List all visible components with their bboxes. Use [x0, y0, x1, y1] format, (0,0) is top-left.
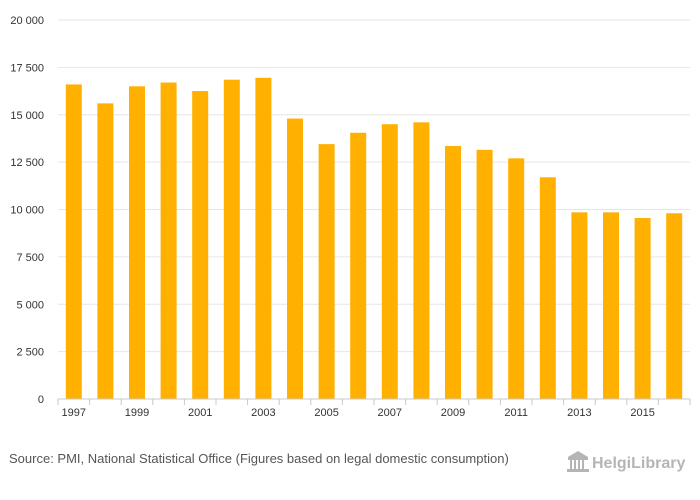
bar-2001 — [192, 91, 209, 399]
bar-2004 — [287, 118, 303, 399]
x-tick-label: 2013 — [567, 407, 591, 419]
building-icon — [567, 451, 589, 472]
helgilibrary-logo: HelgiLibrary — [567, 451, 685, 472]
bar-2002 — [223, 79, 240, 399]
y-tick-label: 7 500 — [16, 252, 44, 264]
x-tick-label: 2011 — [504, 407, 528, 419]
bar-2016 — [666, 213, 683, 399]
bars — [65, 77, 683, 400]
bar-1997 — [65, 84, 82, 400]
x-tick-label: 2003 — [251, 407, 275, 419]
bar-2014 — [603, 212, 619, 399]
source-note: Source: PMI, National Statistical Office… — [9, 451, 509, 466]
y-tick-label: 2 500 — [16, 347, 44, 359]
x-tick-label: 2001 — [188, 407, 212, 419]
bar-2008 — [413, 122, 430, 399]
bar-2009 — [445, 146, 461, 399]
x-axis: 1997 1999 2001 2003 2005 2007 2009 2011 2013 2015 — [57, 398, 691, 419]
x-tick-label: 2007 — [378, 407, 402, 419]
y-tick-label: 15 000 — [10, 110, 44, 122]
y-tick-label: 17 500 — [10, 62, 44, 74]
bar-2012 — [539, 177, 556, 399]
bar-2007 — [381, 124, 398, 399]
bar-2015 — [634, 218, 651, 399]
bar-2010 — [476, 149, 493, 399]
bar-2000 — [160, 82, 177, 399]
bar-2013 — [571, 212, 588, 399]
y-tick-label: 0 — [38, 394, 44, 406]
y-tick-label: 5 000 — [16, 299, 44, 311]
x-tick-label: 2005 — [314, 407, 338, 419]
y-tick-label: 10 000 — [10, 205, 44, 217]
x-tick-label: 2009 — [441, 407, 465, 419]
brand-name: HelgiLibrary — [592, 455, 685, 472]
x-tick-label: 2015 — [630, 407, 654, 419]
gridlines — [58, 19, 690, 353]
bar-2003 — [255, 77, 272, 400]
y-axis-labels: 0 2 500 5 000 7 500 10 000 12 500 15 000 17 500… — [10, 15, 44, 406]
bar-1999 — [129, 86, 145, 399]
bar-2005 — [318, 144, 335, 399]
x-tick-label: 1997 — [62, 407, 86, 419]
y-tick-label: 12 500 — [10, 157, 44, 169]
y-tick-label: 20 000 — [10, 15, 44, 27]
x-tick-label: 1999 — [125, 407, 149, 419]
bar-2006 — [350, 132, 367, 399]
bar-1998 — [97, 103, 114, 399]
bar-2011 — [508, 158, 525, 399]
